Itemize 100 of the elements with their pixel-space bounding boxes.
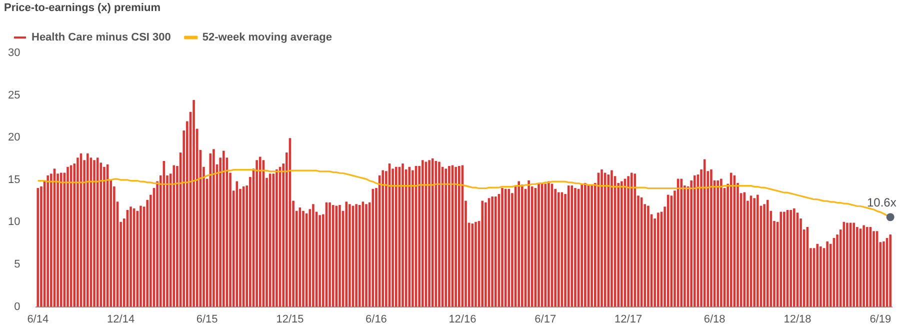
bar [444,168,448,307]
bar [192,100,195,307]
bar [328,202,331,307]
bar [590,185,593,307]
bar [256,160,258,307]
bar [620,181,623,307]
bar [276,169,278,307]
bar [889,234,892,307]
bar [474,222,477,307]
x-tick-label: 6/19 [870,313,892,326]
bar [481,200,484,307]
bar [528,180,530,307]
bar [862,225,865,307]
bar [826,241,828,307]
bar [820,246,822,307]
x-tick-label: 6/15 [196,313,218,326]
bar [574,188,576,307]
bar [694,175,696,307]
y-tick-label: 10 [8,216,20,228]
bar [816,244,818,307]
x-tick-label: 12/18 [784,313,812,326]
bar [716,180,719,307]
y-tick-label: 15 [8,174,20,186]
x-tick-label: 6/16 [366,313,387,326]
bar [501,188,504,307]
x-tick-label: 12/14 [107,313,135,326]
bar [382,170,384,307]
bar [484,202,487,307]
bar [358,204,361,307]
y-tick-label: 0 [14,300,20,313]
bar [872,231,875,307]
bar [103,166,106,307]
bar [422,160,424,307]
bar [348,204,351,307]
bar [518,181,520,307]
y-tick-label: 30 [8,47,20,60]
bar [222,150,225,307]
bar [318,215,321,307]
bar [365,204,368,307]
bar [790,210,792,307]
bar [521,184,524,307]
bar [866,226,868,307]
bar [394,166,398,307]
y-tick-label: 20 [8,132,20,144]
y-axis-title: Price-to-earnings (x) premium [4,2,160,14]
bar [345,202,348,307]
bar [538,182,540,307]
bar [680,178,683,307]
bar [66,166,69,307]
bar [756,194,759,307]
bar [312,204,314,307]
bar [140,206,142,307]
bar [428,160,430,307]
annotation: 10.6x [866,195,896,210]
bar [584,182,586,307]
bar [730,172,732,307]
bar [402,163,404,307]
bar [610,170,613,307]
bar [448,166,450,307]
bar [548,181,550,307]
bar [852,222,855,307]
bar [558,192,560,307]
bar [793,208,796,307]
bar [630,172,633,307]
x-tick-label: 6/17 [534,313,556,326]
x-tick-label: 6/14 [27,313,49,326]
bar [338,204,341,307]
bar [647,206,650,307]
bar [355,204,358,307]
bar [846,222,848,307]
bar [212,149,215,307]
bar [763,204,766,307]
bar [209,153,212,307]
bar [438,162,440,307]
bar [600,169,603,307]
y-tick-label: 5 [14,258,20,271]
bar [627,176,630,307]
bar [86,153,89,307]
bar [46,175,49,307]
x-tick-label: 12/16 [448,313,476,326]
bar [76,158,79,307]
bar [302,210,304,307]
y-tick-label: 25 [8,89,20,102]
bar [130,206,132,307]
legend-label: Health Care minus CSI 300 [32,32,171,44]
bar [657,212,660,307]
bar [720,178,722,307]
bar [753,198,756,307]
bar [93,160,96,307]
bar [710,169,712,307]
bar [783,212,786,307]
legend-label: 52-week moving average [202,32,332,44]
bar [412,170,414,307]
bar [494,196,497,307]
x-tick-label: 12/17 [614,313,642,326]
x-tick-label: 6/18 [704,313,726,326]
x-tick-label: 12/15 [276,313,304,326]
bar [491,196,494,307]
bar [259,156,262,307]
bar [882,241,885,307]
